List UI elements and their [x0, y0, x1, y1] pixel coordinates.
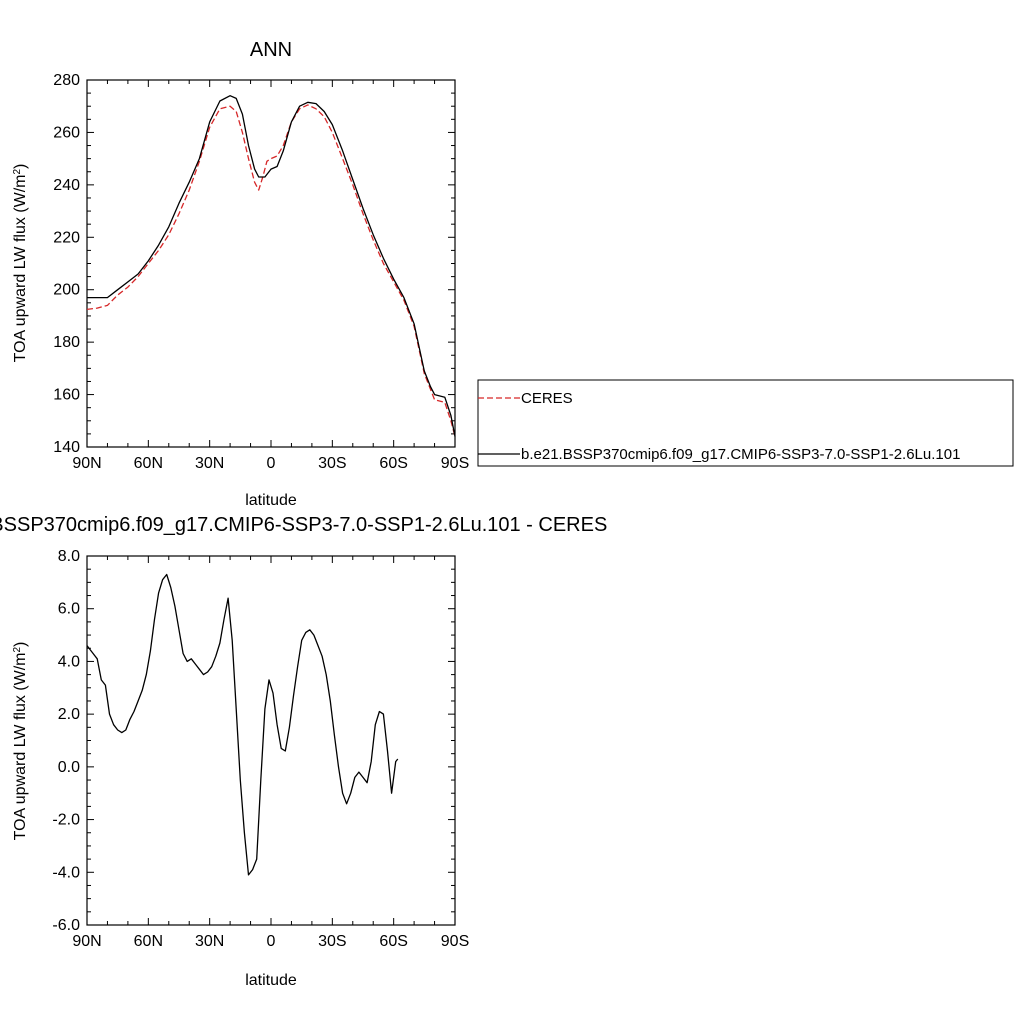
bottom-y-tick-label: -6.0 — [52, 917, 80, 934]
bottom-panel: b.e21.BSSP370cmip6.f09_g17.CMIP6-SSP3-7.… — [0, 514, 607, 989]
top-y-tick-label: 180 — [53, 334, 80, 351]
top-plot-frame — [86, 79, 456, 448]
bottom-x-tick-label: 60S — [379, 933, 407, 950]
top-y-axis-label-main: TOA upward LW flux (W/m — [12, 175, 29, 363]
bottom-x-axis-label: latitude — [245, 972, 297, 989]
top-x-tick-label: 90N — [72, 455, 101, 472]
legend-label-ceres: CERES — [521, 390, 573, 407]
top-y-tick-label: 200 — [53, 282, 80, 299]
top-x-tick-label: 60S — [379, 455, 407, 472]
bottom-x-tick-label: 90S — [441, 933, 469, 950]
top-y-tick-label: 220 — [53, 229, 80, 246]
bottom-plot-frame — [86, 555, 456, 926]
bottom-y-tick-label: 4.0 — [58, 653, 80, 670]
bottom-y-tick-label: 2.0 — [58, 706, 80, 723]
top-x-tick-label: 60N — [134, 455, 163, 472]
bottom-x-tick-label: 60N — [134, 933, 163, 950]
bottom-y-axis-label: TOA upward LW flux (W/m2) — [12, 642, 30, 841]
bottom-y-tick-label: 6.0 — [58, 601, 80, 618]
top-panel: ANN 90N 60N 30N 0 30S 60S 90S 140 160 180 200 220 24… — [12, 39, 470, 509]
bottom-y-tick-label: 8.0 — [58, 548, 80, 565]
top-y-tick-label: 140 — [53, 439, 80, 456]
bottom-y-tick-label: -4.0 — [52, 864, 80, 881]
legend-box — [477, 379, 1014, 467]
top-series-line-1 — [87, 95, 456, 437]
bottom-x-tick-label: 0 — [267, 933, 276, 950]
top-y-axis-label-close: ) — [12, 164, 29, 169]
top-x-tick-label: 90S — [441, 455, 469, 472]
top-x-axis-label: latitude — [245, 492, 297, 509]
bottom-x-tick-label: 30S — [318, 933, 346, 950]
bottom-series-line-0 — [86, 573, 399, 876]
top-x-tick-label: 30N — [195, 455, 224, 472]
top-x-tick-label: 0 — [267, 455, 276, 472]
top-y-tick-label: 260 — [53, 124, 80, 141]
top-y-axis-label: TOA upward LW flux (W/m2) — [12, 164, 30, 363]
bottom-y-axis-label-sup: 2 — [12, 647, 23, 653]
bottom-y-axis-label-close: ) — [12, 642, 29, 647]
bottom-y-tick-label: 0.0 — [58, 759, 80, 776]
top-y-tick-label: 280 — [53, 72, 80, 89]
top-x-tick-label: 30S — [318, 455, 346, 472]
top-y-axis-label-sup: 2 — [12, 169, 23, 175]
top-y-tick-label: 160 — [53, 387, 80, 404]
bottom-y-axis-label-main: TOA upward LW flux (W/m — [12, 653, 29, 841]
top-y-tick-label: 240 — [53, 177, 80, 194]
top-plot-area: 90N 60N 30N 0 30S 60S 90S 140 160 180 200 220 240 260… — [53, 72, 469, 472]
top-chart-title: ANN — [250, 39, 292, 61]
legend: CERES b.e21.BSSP370cmip6.f09_g17.CMIP6-S… — [477, 379, 1014, 467]
bottom-chart-title: b.e21.BSSP370cmip6.f09_g17.CMIP6-SSP3-7.… — [0, 514, 607, 536]
legend-label-model: b.e21.BSSP370cmip6.f09_g17.CMIP6-SSP3-7.… — [521, 446, 960, 463]
bottom-plot-area: 90N 60N 30N 0 30S 60S 90S -6.0 -4.0 -2.0 0.0 2.0 4.0… — [52, 548, 469, 950]
bottom-x-tick-label: 90N — [72, 933, 101, 950]
bottom-x-tick-label: 30N — [195, 933, 224, 950]
top-series-line-0 — [86, 104, 456, 437]
bottom-y-tick-label: -2.0 — [52, 812, 80, 829]
